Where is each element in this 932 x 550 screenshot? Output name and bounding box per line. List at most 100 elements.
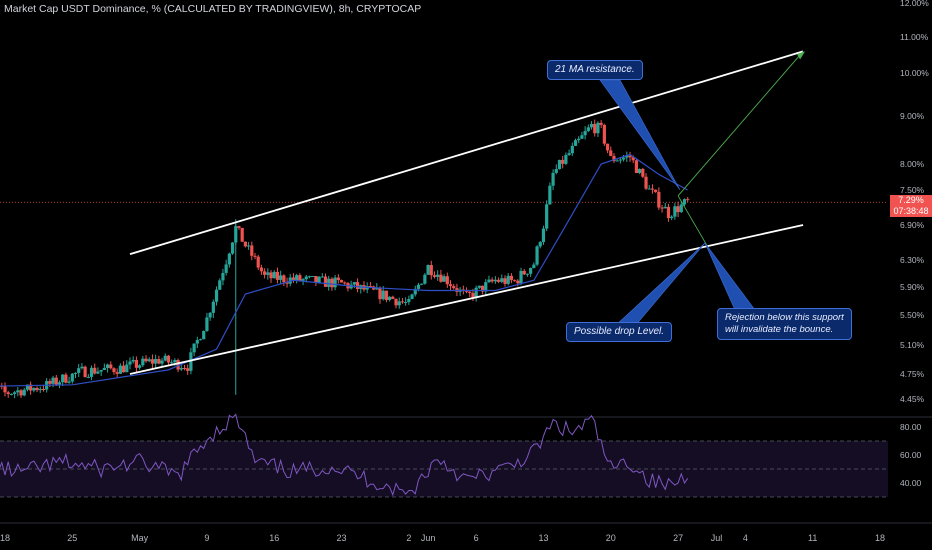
candle-body [583,131,587,136]
candle [32,387,36,393]
candle-body [663,206,667,209]
candle-body [32,387,36,391]
candle-body [509,275,514,281]
rsi-tick-label: 60.00 [900,450,922,460]
candle-body [80,366,84,369]
candle-body [138,365,142,368]
bar-countdown: 07:38:48 [893,206,929,216]
candle-body [54,377,58,385]
price-tick-label: 5.50% [900,310,925,320]
candle-body [503,278,507,284]
candle [144,355,148,363]
time-tick-label: 23 [337,533,347,543]
candle [423,273,427,285]
projection-down-line [677,195,708,246]
candle [538,241,542,249]
candle-body [391,296,395,299]
candle-body [644,176,648,189]
candle-body [445,276,449,285]
projection-arrowhead [797,51,806,60]
annotation-drop-level: Possible drop Level. [566,322,673,342]
candle-body [19,390,23,396]
candle [227,252,231,268]
candle-body [628,155,632,158]
candle [404,297,408,306]
candle-body [589,123,594,128]
candle [362,281,366,292]
candle-body [154,358,158,364]
candle [263,268,267,279]
candle-body [282,275,286,283]
candle [291,273,296,283]
candle-body [73,372,78,374]
candle [311,275,315,277]
candle [29,381,33,395]
candle-body [394,298,398,306]
candle [323,273,328,287]
candle [192,343,196,357]
candle-body [500,278,504,282]
candle-body [557,159,562,170]
time-tick-label: 11 [808,533,817,543]
candle-body [237,226,241,228]
candle-body [336,277,340,280]
candle-body [269,272,273,279]
candle-body [529,267,533,274]
candle-body [625,155,629,158]
candle-body [301,279,305,281]
candle [368,281,372,288]
candle [202,330,206,340]
candle [548,182,552,205]
candle [275,267,280,284]
candle-body [551,172,555,186]
candle-body [9,393,14,395]
candle-body [109,364,113,369]
candle-body [192,343,196,353]
candle [583,126,587,140]
candle [355,278,360,293]
candle-body [102,367,106,370]
candle-body [195,340,199,344]
candle-body [131,359,135,362]
candle [282,274,286,287]
candle-body [416,284,421,289]
price-tick-label: 5.10% [900,340,925,350]
candle [154,354,158,369]
candle [413,285,417,297]
candle [89,365,94,381]
candle-body [641,168,645,177]
candle [195,336,199,348]
candle [279,270,283,284]
candle-body [25,384,30,390]
candle [333,274,337,291]
candle [198,338,203,341]
candle [644,173,648,191]
candle-body [679,204,683,213]
candle [67,376,71,384]
candle [230,242,235,255]
candle-body [141,358,145,366]
rsi-line [0,413,689,497]
candle [246,241,251,250]
candle [378,286,382,304]
candle-body [150,359,155,364]
candle-body [41,388,46,390]
candle [80,363,84,370]
candle [96,367,100,375]
candle-body [513,280,517,282]
candle [400,298,405,304]
candle [16,386,20,397]
price-tick-label: 9.00% [900,111,925,121]
candle [618,157,622,164]
candle-body [218,280,222,290]
candle [70,373,74,384]
candle-body [3,386,7,393]
candle-body [480,285,485,292]
candle [266,268,270,280]
candle-body [618,159,622,161]
candle-body [160,360,164,364]
candle [593,119,597,137]
candle [295,273,299,284]
candle-body [67,381,71,383]
candle-body [157,358,161,364]
